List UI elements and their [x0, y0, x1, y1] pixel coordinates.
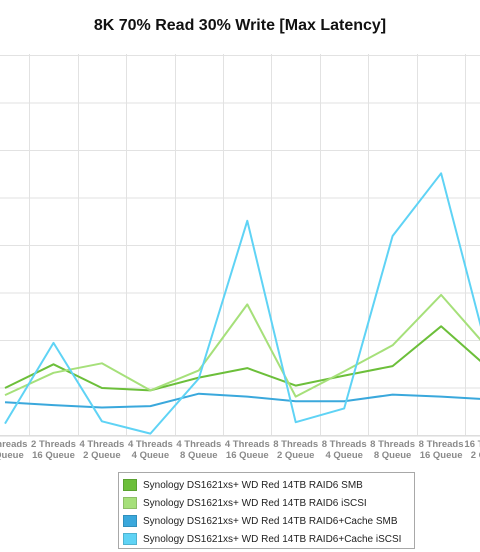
series-lines — [4, 172, 480, 435]
x-tick-label: 2 Threads 16 Queue — [31, 439, 76, 461]
legend-label: Synology DS1621xs+ WD Red 14TB RAID6+Cac… — [143, 515, 398, 527]
legend-label: Synology DS1621xs+ WD Red 14TB RAID6 iSC… — [143, 497, 367, 509]
gridlines — [0, 54, 480, 437]
legend-item[interactable]: Synology DS1621xs+ WD Red 14TB RAID6+Cac… — [123, 530, 414, 548]
legend-swatch — [123, 515, 137, 527]
series-line-1 — [4, 325, 480, 392]
x-tick-label: 4 Threads 2 Queue — [79, 439, 124, 461]
series-line-2 — [4, 293, 480, 398]
x-tick-label: 8 Threads 2 Queue — [273, 439, 318, 461]
legend-item[interactable]: Synology DS1621xs+ WD Red 14TB RAID6 SMB — [123, 476, 414, 494]
x-tick-label: 8 Threads 4 Queue — [322, 439, 367, 461]
x-tick-label: 4 Threads 8 Queue — [176, 439, 221, 461]
legend-swatch — [123, 479, 137, 491]
chart-title: 8K 70% Read 30% Write [Max Latency] — [93, 17, 387, 34]
x-tick-label: 8 Threads 16 Queue — [419, 439, 464, 461]
legend-item[interactable]: Synology DS1621xs+ WD Red 14TB RAID6 iSC… — [123, 494, 414, 512]
x-tick-label: 8 Threads 8 Queue — [370, 439, 415, 461]
legend: Synology DS1621xs+ WD Red 14TB RAID6 SMB… — [118, 472, 415, 549]
legend-label: Synology DS1621xs+ WD Red 14TB RAID6 SMB — [143, 479, 363, 491]
series-line-4 — [4, 172, 480, 435]
x-tick-label: 4 Threads 16 Queue — [225, 439, 270, 461]
x-tick-label: 4 Threads 4 Queue — [128, 439, 173, 461]
series-line-3 — [4, 392, 480, 409]
legend-swatch — [123, 533, 137, 545]
legend-label: Synology DS1621xs+ WD Red 14TB RAID6+Cac… — [143, 533, 402, 545]
legend-item[interactable]: Synology DS1621xs+ WD Red 14TB RAID6+Cac… — [123, 512, 414, 530]
legend-swatch — [123, 497, 137, 509]
